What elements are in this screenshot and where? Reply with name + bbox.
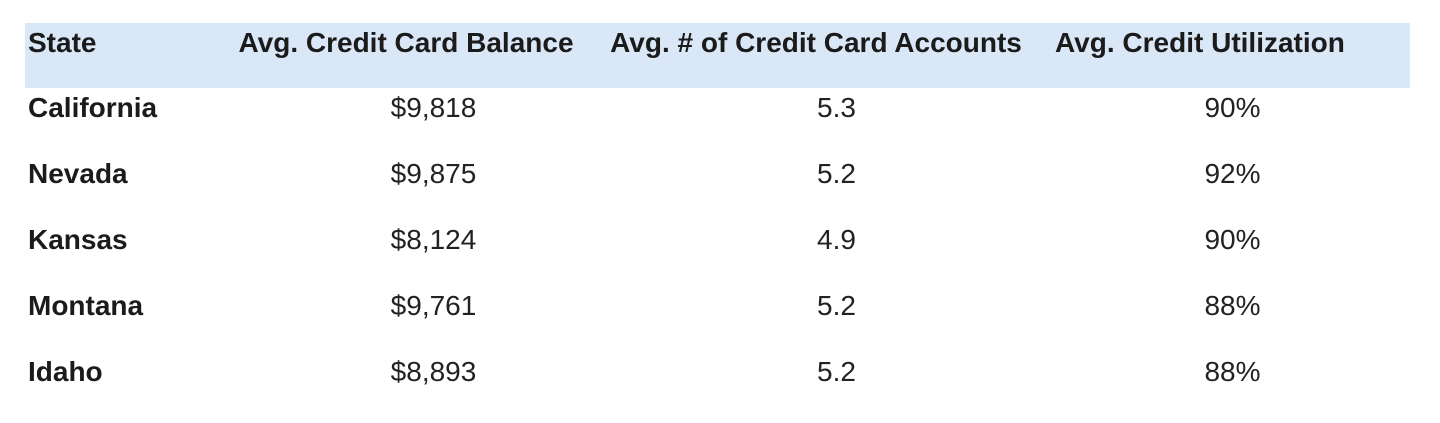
state-cell: Kansas <box>28 224 128 255</box>
balance-cell: $9,761 <box>390 290 477 321</box>
accounts-cell: 5.2 <box>817 290 856 321</box>
accounts-cell: 5.2 <box>817 356 856 387</box>
column-header-balance: Avg. Credit Card Balance <box>238 27 574 58</box>
state-cell: Idaho <box>28 356 103 387</box>
accounts-cell: 4.9 <box>817 224 856 255</box>
accounts-cell: 5.3 <box>817 92 856 123</box>
balance-cell: $9,818 <box>390 92 477 123</box>
column-header-state: State <box>28 27 97 58</box>
credit-stats-table-container: State Avg. Credit Card Balance Avg. # of… <box>25 23 1410 418</box>
balance-cell: $8,893 <box>390 356 477 387</box>
table-row-montana: Montana $9,761 5.2 88% <box>25 286 1410 352</box>
balance-cell: $9,875 <box>390 158 477 189</box>
state-cell: California <box>28 92 158 123</box>
table-row-idaho: Idaho $8,893 5.2 88% <box>25 352 1410 418</box>
table-row-california: California $9,818 5.3 90% <box>25 88 1410 154</box>
balance-cell: $8,124 <box>390 224 477 255</box>
state-cell: Montana <box>28 290 144 321</box>
utilization-cell: 88% <box>1204 290 1261 321</box>
table-row-nevada: Nevada $9,875 5.2 92% <box>25 154 1410 220</box>
utilization-cell: 92% <box>1204 158 1261 189</box>
utilization-cell: 90% <box>1204 92 1261 123</box>
accounts-cell: 5.2 <box>817 158 856 189</box>
utilization-cell: 88% <box>1204 356 1261 387</box>
utilization-cell: 90% <box>1204 224 1261 255</box>
header-row: State Avg. Credit Card Balance Avg. # of… <box>25 23 1410 88</box>
credit-stats-table: State Avg. Credit Card Balance Avg. # of… <box>25 23 1410 418</box>
state-cell: Nevada <box>28 158 128 189</box>
table-row-kansas: Kansas $8,124 4.9 90% <box>25 220 1410 286</box>
column-header-utilization: Avg. Credit Utilization <box>1055 27 1345 58</box>
column-header-accounts: Avg. # of Credit Card Accounts <box>610 27 1022 58</box>
